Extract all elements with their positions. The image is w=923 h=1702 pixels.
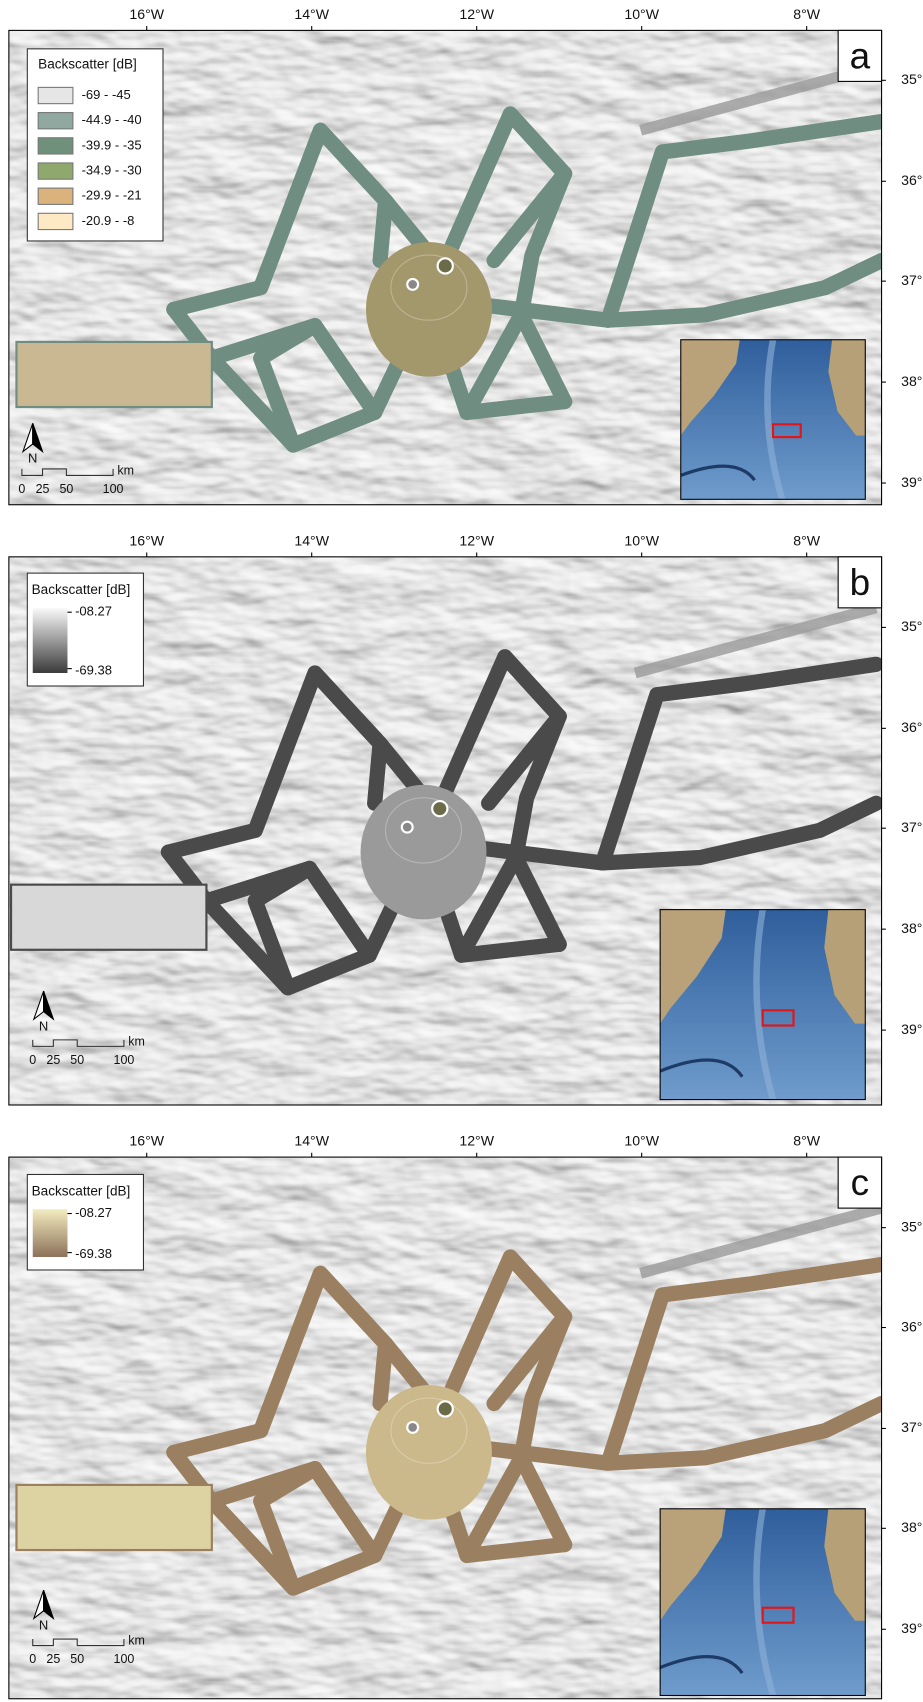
legend-swatch	[38, 163, 73, 179]
track	[380, 1344, 385, 1404]
legend-swatch	[38, 87, 73, 103]
lat-label: 35°S	[901, 618, 923, 634]
lat-label: 38°S	[901, 373, 923, 389]
scale-unit: km	[128, 1634, 145, 1648]
lat-label: 38°S	[901, 1519, 923, 1535]
figure: 16°W 14°W 12°W 10°W 8°W 35°S 36°S 37°S 38°S 39°S a…	[0, 0, 923, 1702]
seamount	[438, 1401, 453, 1416]
track	[380, 201, 385, 261]
scale-label: 25	[36, 482, 50, 496]
lon-label: 14°W	[294, 1133, 329, 1149]
lat-label: 35°S	[901, 1218, 923, 1234]
seamount	[432, 801, 447, 816]
map-panel: 16°W 14°W 12°W 10°W 8°W 35°S 36°S 37°S 38°S 39°S b…	[9, 532, 923, 1105]
scale-label: 50	[70, 1652, 84, 1666]
scale-label: 50	[70, 1053, 84, 1067]
legend-entry: -29.9 - -21	[82, 188, 142, 203]
lon-label: 16°W	[129, 1133, 164, 1149]
lon-label: 14°W	[294, 532, 329, 548]
survey-core-top	[391, 1398, 467, 1463]
lon-label: 8°W	[793, 532, 820, 548]
legend-ramp	[33, 1209, 68, 1257]
legend-title: Backscatter [dB]	[32, 1183, 131, 1198]
lon-label: 8°W	[793, 1133, 820, 1149]
survey-block	[16, 1485, 211, 1550]
lon-label: 10°W	[624, 1133, 659, 1149]
lon-label: 12°W	[459, 6, 494, 22]
scale-label: 0	[18, 482, 25, 496]
lat-label: 37°S	[901, 1419, 923, 1435]
scale-label: 100	[114, 1652, 135, 1666]
legend-entry: -34.9 - -30	[82, 163, 142, 178]
survey-block	[11, 885, 206, 950]
panel-letter: b	[850, 562, 871, 603]
lon-label: 10°W	[624, 532, 659, 548]
survey-core-top	[386, 798, 462, 863]
lat-label: 35°S	[901, 71, 923, 87]
track	[375, 744, 380, 804]
legend-min: -69.38	[75, 1246, 112, 1261]
lat-label: 39°S	[901, 474, 923, 490]
scale-label: 0	[29, 1652, 36, 1666]
legend-entry: -39.9 - -35	[82, 137, 142, 152]
legend-swatch	[38, 138, 73, 154]
legend-max: -08.27	[75, 604, 112, 619]
north-label: N	[39, 1018, 48, 1033]
north-label: N	[39, 1617, 48, 1632]
scale-label: 100	[103, 482, 124, 496]
track	[467, 402, 565, 413]
lon-label: 8°W	[793, 6, 820, 22]
legend-title: Backscatter [dB]	[38, 57, 137, 72]
lat-label: 39°S	[901, 1021, 923, 1037]
legend-entry: -69 - -45	[82, 87, 131, 102]
legend-swatch	[38, 213, 73, 229]
seamount	[407, 279, 418, 290]
legend-title: Backscatter [dB]	[32, 582, 131, 597]
scale-unit: km	[117, 463, 134, 477]
lat-label: 36°S	[901, 172, 923, 188]
legend-ramp	[33, 608, 68, 673]
track	[467, 1545, 565, 1556]
track	[462, 944, 560, 955]
survey-core-top	[391, 255, 467, 320]
scale-unit: km	[128, 1034, 145, 1048]
lon-label: 16°W	[129, 532, 164, 548]
lon-label: 14°W	[294, 6, 329, 22]
lat-label: 37°S	[901, 272, 923, 288]
page: html, body { margin: 0; padding: 0; back…	[0, 0, 923, 1702]
lat-label: 38°S	[901, 920, 923, 936]
seamount	[402, 822, 413, 833]
lat-label: 39°S	[901, 1620, 923, 1636]
legend-swatch	[38, 188, 73, 204]
lon-label: 12°W	[459, 1133, 494, 1149]
legend-entry: -44.9 - -40	[82, 112, 142, 127]
lon-label: 12°W	[459, 532, 494, 548]
scale-label: 0	[29, 1053, 36, 1067]
survey-block	[16, 342, 211, 407]
lon-label: 10°W	[624, 6, 659, 22]
lat-label: 36°S	[901, 1318, 923, 1334]
scale-label: 50	[59, 482, 73, 496]
scale-label: 25	[46, 1652, 60, 1666]
legend-max: -08.27	[75, 1205, 112, 1220]
lat-label: 37°S	[901, 819, 923, 835]
map-panel: 16°W 14°W 12°W 10°W 8°W 35°S 36°S 37°S 38°S 39°S c…	[9, 1133, 923, 1699]
legend-entry: -20.9 - -8	[82, 213, 135, 228]
lon-label: 16°W	[129, 6, 164, 22]
scale-label: 25	[46, 1053, 60, 1067]
seamount	[407, 1422, 418, 1433]
lat-label: 36°S	[901, 719, 923, 735]
legend-swatch	[38, 113, 73, 129]
map-panel: 16°W 14°W 12°W 10°W 8°W 35°S 36°S 37°S 38°S 39°S a…	[9, 6, 923, 505]
legend-min: -69.38	[75, 662, 112, 677]
panel-letter: a	[850, 35, 871, 76]
scale-label: 100	[114, 1053, 135, 1067]
seamount	[438, 258, 453, 273]
panel-letter: c	[851, 1162, 869, 1203]
north-label: N	[28, 451, 37, 466]
page-body: {"panels": [ {"label": "a", "lon_labels"…	[0, 0, 923, 1702]
